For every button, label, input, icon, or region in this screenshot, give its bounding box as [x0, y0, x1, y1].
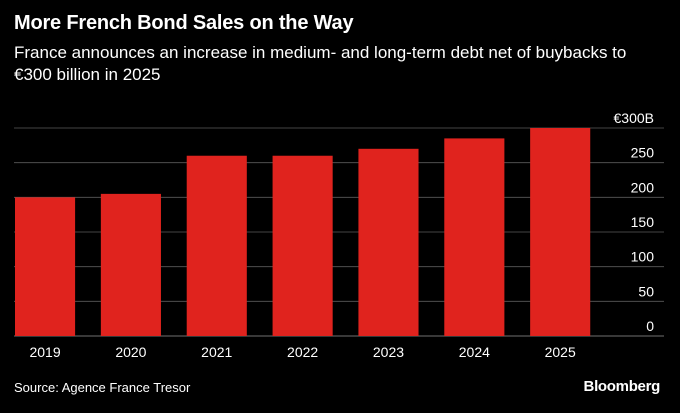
x-tick-label: 2020: [115, 344, 146, 360]
bar-2023: [358, 148, 419, 336]
y-tick-label: 0: [646, 318, 654, 334]
y-tick-label: 150: [631, 214, 655, 230]
x-tick-label: 2019: [29, 344, 60, 360]
y-axis-tick-labels: 0 50 100 150 200 250 €300B: [614, 110, 655, 334]
x-tick-label: 2022: [287, 344, 318, 360]
y-tick-label: 50: [638, 283, 654, 299]
bar-2024: [444, 138, 505, 336]
bar-2022: [272, 155, 333, 336]
x-tick-label: 2021: [201, 344, 232, 360]
x-tick-label: 2025: [545, 344, 576, 360]
bloomberg-logo: Bloomberg: [583, 378, 661, 395]
bars: [15, 128, 591, 336]
bar-2019: [15, 197, 76, 336]
x-axis-tick-labels: 2019 2020 2021 2022 2023 2024 2025: [29, 344, 576, 360]
y-tick-label: 200: [631, 179, 655, 195]
y-tick-label: 250: [631, 145, 655, 161]
y-tick-label: €300B: [614, 110, 654, 126]
bar-2020: [100, 193, 161, 336]
chart-subtitle: France announces an increase in medium- …: [14, 43, 627, 84]
bar-2021: [186, 155, 247, 336]
source-note: Source: Agence France Tresor: [14, 380, 191, 395]
x-tick-label: 2023: [373, 344, 404, 360]
y-tick-label: 100: [631, 249, 655, 265]
chart-title: More French Bond Sales on the Way: [14, 12, 354, 34]
x-tick-label: 2024: [459, 344, 490, 360]
bar-2025: [530, 128, 591, 336]
